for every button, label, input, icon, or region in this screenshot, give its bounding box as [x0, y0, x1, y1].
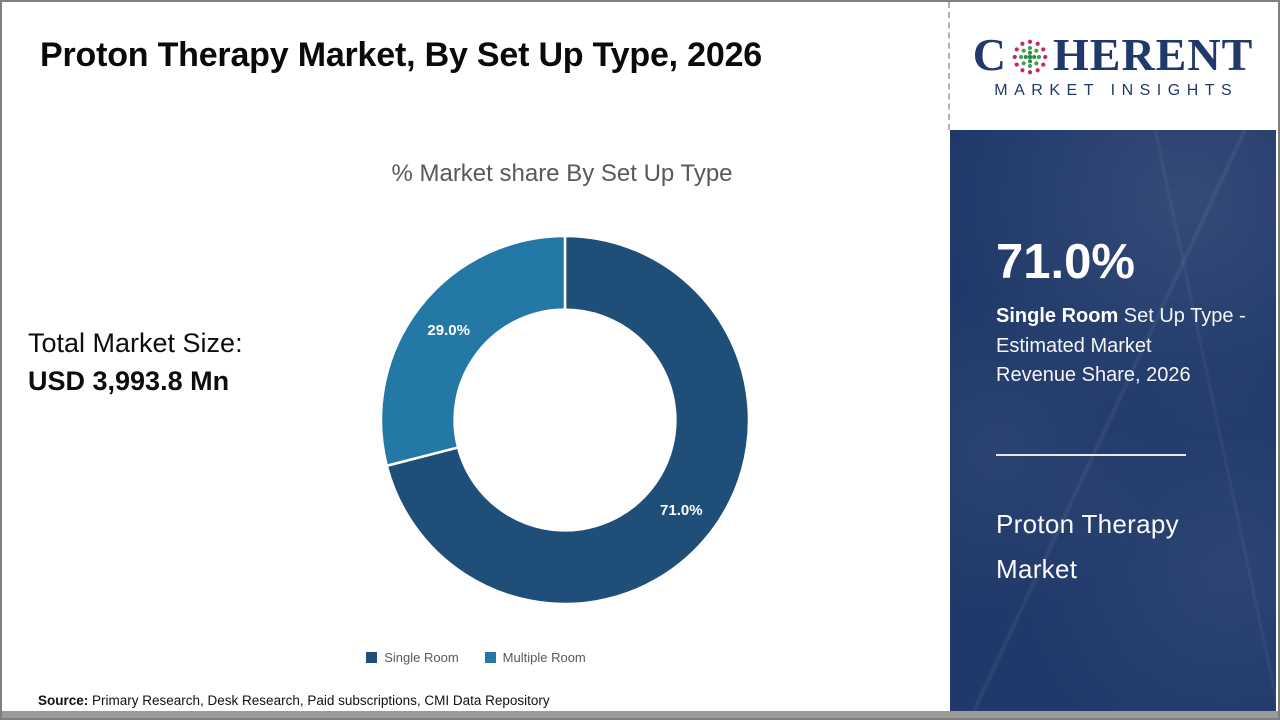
sidebar-stat-description: Single Room Set Up Type - Estimated Mark…	[996, 302, 1246, 391]
sidebar-market-name: Proton Therapy Market	[996, 502, 1179, 592]
stat-desc-bold: Single Room	[996, 305, 1119, 327]
stat-desc-line-2: Estimated Market	[996, 334, 1152, 357]
brand-letter-c: C	[972, 29, 1007, 80]
bottom-border-strip	[2, 711, 1278, 718]
legend-item-multiple-room: Multiple Room	[484, 650, 586, 665]
legend-swatch-single-room	[366, 652, 378, 663]
chart-legend: Single Room Multiple Room	[2, 650, 950, 665]
legend-label-single-room: Single Room	[384, 650, 459, 665]
total-market-size-value: USD 3,993.8 Mn	[28, 366, 230, 396]
legend-label-multiple-room: Multiple Room	[502, 650, 586, 665]
donut-chart: 71.0% 29.0%	[379, 234, 751, 606]
page-title: Proton Therapy Market, By Set Up Type, 2…	[40, 36, 762, 74]
sidebar: 71.0% Single Room Set Up Type - Estimate…	[950, 130, 1276, 716]
legend-swatch-multiple-room	[484, 652, 496, 663]
total-market-size: Total Market Size: USD 3,993.8 Mn	[28, 324, 243, 400]
brand-letters-rest: HERENT	[1052, 29, 1254, 80]
stat-desc-line-1: Single Room Set Up Type -	[996, 302, 1246, 332]
chart-title: % Market share By Set Up Type	[391, 160, 733, 187]
legend-item-single-room: Single Room	[366, 650, 459, 665]
stat-desc-line-3: Revenue Share, 2026	[996, 364, 1191, 386]
brand-wordmark: C HERENT	[973, 32, 1254, 78]
source-label: Source:	[38, 693, 89, 708]
donut-slice-single-room	[385, 234, 751, 606]
donut-slice-multiple-room	[379, 234, 567, 468]
brand-logo: C HERENT MARKET IN	[948, 2, 1276, 130]
globe-dots-icon	[1012, 39, 1048, 75]
total-market-size-label: Total Market Size:	[28, 328, 243, 358]
donut-label-multiple-room: 29.0%	[427, 322, 470, 339]
market-name-line-1: Proton Therapy	[996, 509, 1179, 539]
stat-desc-line1-rest: Set Up Type -	[1118, 305, 1246, 327]
donut-label-single-room: 71.0%	[660, 502, 703, 519]
sidebar-divider	[996, 454, 1186, 456]
market-name-line-2: Market	[996, 554, 1078, 584]
source-text: Primary Research, Desk Research, Paid su…	[88, 693, 550, 708]
sidebar-stat-value: 71.0%	[996, 235, 1135, 289]
source-note: Source: Primary Research, Desk Research,…	[38, 693, 550, 708]
brand-subtitle: MARKET INSIGHTS	[994, 82, 1239, 99]
